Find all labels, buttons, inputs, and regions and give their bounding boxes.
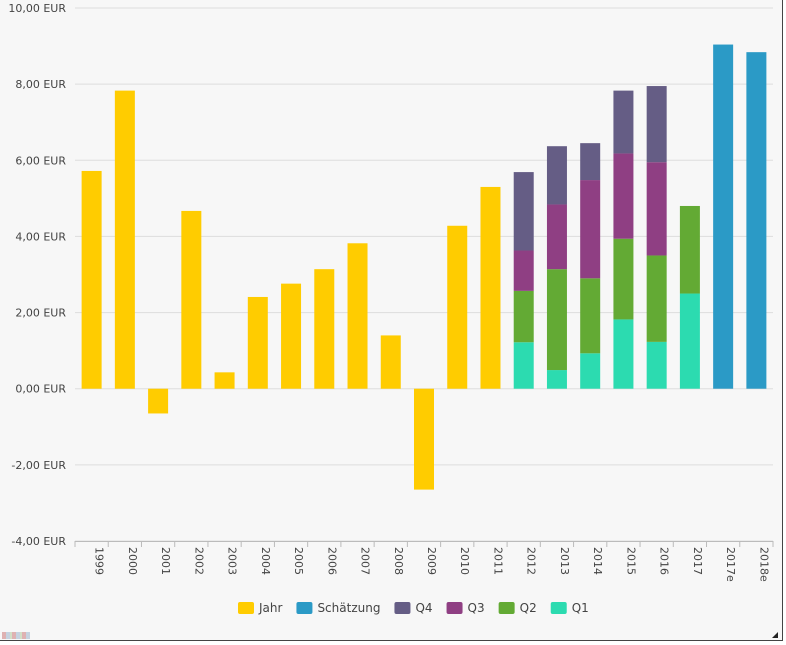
bar-q4-2016[interactable] xyxy=(646,86,667,163)
legend-label: Q3 xyxy=(468,601,485,615)
legend-label: Q2 xyxy=(520,601,537,615)
x-tick-label: 2008 xyxy=(392,547,405,575)
bar-q3-2015[interactable] xyxy=(613,153,634,239)
bar-jahr-2001[interactable] xyxy=(148,388,169,414)
x-tick-label: 2016 xyxy=(658,547,671,575)
corner-grip xyxy=(2,632,30,639)
bar-q2-2012[interactable] xyxy=(513,290,534,343)
legend-item-q4[interactable]: Q4 xyxy=(394,601,433,615)
legend-swatch xyxy=(238,602,254,614)
legend[interactable]: Jahr Schätzung Q4 Q3 Q2 Q1 xyxy=(238,601,589,615)
legend-item-q1[interactable]: Q1 xyxy=(550,601,589,615)
x-tick-label: 2018e xyxy=(757,547,770,582)
bars-layer xyxy=(81,44,767,490)
y-tick-label: 4,00 EUR xyxy=(15,230,66,243)
bar-q2-2016[interactable] xyxy=(646,255,667,342)
y-tick-label: -2,00 EUR xyxy=(11,459,66,472)
y-tick-label: 2,00 EUR xyxy=(15,307,66,320)
bar-jahr-2000[interactable] xyxy=(114,90,135,389)
y-tick-label: 6,00 EUR xyxy=(15,154,66,167)
resize-handle[interactable] xyxy=(772,632,778,638)
legend-swatch xyxy=(446,602,463,614)
bar-q4-2015[interactable] xyxy=(613,90,634,154)
bar-jahr-2002[interactable] xyxy=(181,210,202,389)
bar-jahr-1999[interactable] xyxy=(81,170,102,389)
x-tick-label: 2002 xyxy=(192,547,205,575)
bar-jahr-2009[interactable] xyxy=(414,388,434,490)
bar-jahr-2011[interactable] xyxy=(480,186,501,389)
legend-label: Jahr xyxy=(258,601,282,615)
bar-q2-2014[interactable] xyxy=(580,278,601,354)
bar-q3-2014[interactable] xyxy=(580,180,601,279)
legend-item-q3[interactable]: Q3 xyxy=(446,601,485,615)
bar-q1-2016[interactable] xyxy=(646,341,667,389)
bar-jahr-2008[interactable] xyxy=(380,335,401,389)
bar-jahr-2003[interactable] xyxy=(214,372,235,389)
x-tick-label: 2009 xyxy=(425,547,438,575)
y-tick-label: -4,00 EUR xyxy=(11,535,66,548)
x-tick-label: 2015 xyxy=(624,547,637,575)
x-tick-label: 2010 xyxy=(458,547,471,575)
y-tick-label: 0,00 EUR xyxy=(15,383,66,396)
legend-item-jahr[interactable]: Jahr xyxy=(238,601,282,615)
x-tick-label: 2012 xyxy=(525,547,538,575)
bar-q4-2014[interactable] xyxy=(580,143,601,181)
bar-q3-2016[interactable] xyxy=(646,162,667,256)
bar-q1-2014[interactable] xyxy=(580,353,601,389)
bar-q3-2013[interactable] xyxy=(546,204,567,270)
x-tick-label: 2005 xyxy=(292,547,305,575)
x-tick-label: 1999 xyxy=(93,547,106,575)
x-tick-label: 2001 xyxy=(159,547,172,575)
x-tick-label: 2007 xyxy=(359,547,372,575)
bar-q1-2013[interactable] xyxy=(546,370,567,389)
bar-jahr-2004[interactable] xyxy=(247,296,268,389)
bar-jahr-2007[interactable] xyxy=(347,243,368,389)
legend-label: Schätzung xyxy=(317,601,380,615)
x-tick-label: 2006 xyxy=(325,547,338,575)
bar-q2-2015[interactable] xyxy=(613,238,634,320)
bar-q1-2017[interactable] xyxy=(679,293,700,389)
bar-q2-2017[interactable] xyxy=(679,205,700,294)
bar-q2-2013[interactable] xyxy=(546,269,567,371)
x-tick-label: 2017 xyxy=(691,547,704,575)
legend-swatch xyxy=(394,602,411,614)
legend-label: Q1 xyxy=(572,601,589,615)
y-tick-label: 10,00 EUR xyxy=(8,2,66,15)
bar-jahr-2006[interactable] xyxy=(314,269,335,389)
y-tick-label: 8,00 EUR xyxy=(15,78,66,91)
bar-q1-2015[interactable] xyxy=(613,319,634,389)
x-tick-label: 2014 xyxy=(591,547,604,575)
legend-item-schätzung[interactable]: Schätzung xyxy=(296,601,380,615)
bar-q4-2012[interactable] xyxy=(513,172,534,251)
legend-label: Q4 xyxy=(415,601,432,615)
bar-q4-2013[interactable] xyxy=(546,146,567,205)
x-tick-label: 2000 xyxy=(126,547,139,575)
legend-swatch xyxy=(498,602,515,614)
legend-swatch xyxy=(550,602,567,614)
bar-jahr-2005[interactable] xyxy=(281,283,302,389)
axis-layer: -4,00 EUR -2,00 EUR 0,00 EUR 2,00 EUR 4,00 E… xyxy=(8,2,774,582)
bar-schätzung-2017e[interactable] xyxy=(713,44,734,389)
x-tick-label: 2013 xyxy=(558,547,571,575)
bar-schätzung-2018e[interactable] xyxy=(746,52,767,389)
bar-jahr-2010[interactable] xyxy=(447,225,468,389)
bar-q3-2012[interactable] xyxy=(513,250,534,291)
x-tick-label: 2017e xyxy=(724,547,737,582)
x-tick-label: 2003 xyxy=(226,547,239,575)
legend-item-q2[interactable]: Q2 xyxy=(498,601,537,615)
bar-q1-2012[interactable] xyxy=(513,342,534,389)
legend-swatch xyxy=(296,602,313,614)
x-tick-label: 2011 xyxy=(491,547,504,575)
x-tick-label: 2004 xyxy=(259,547,272,575)
